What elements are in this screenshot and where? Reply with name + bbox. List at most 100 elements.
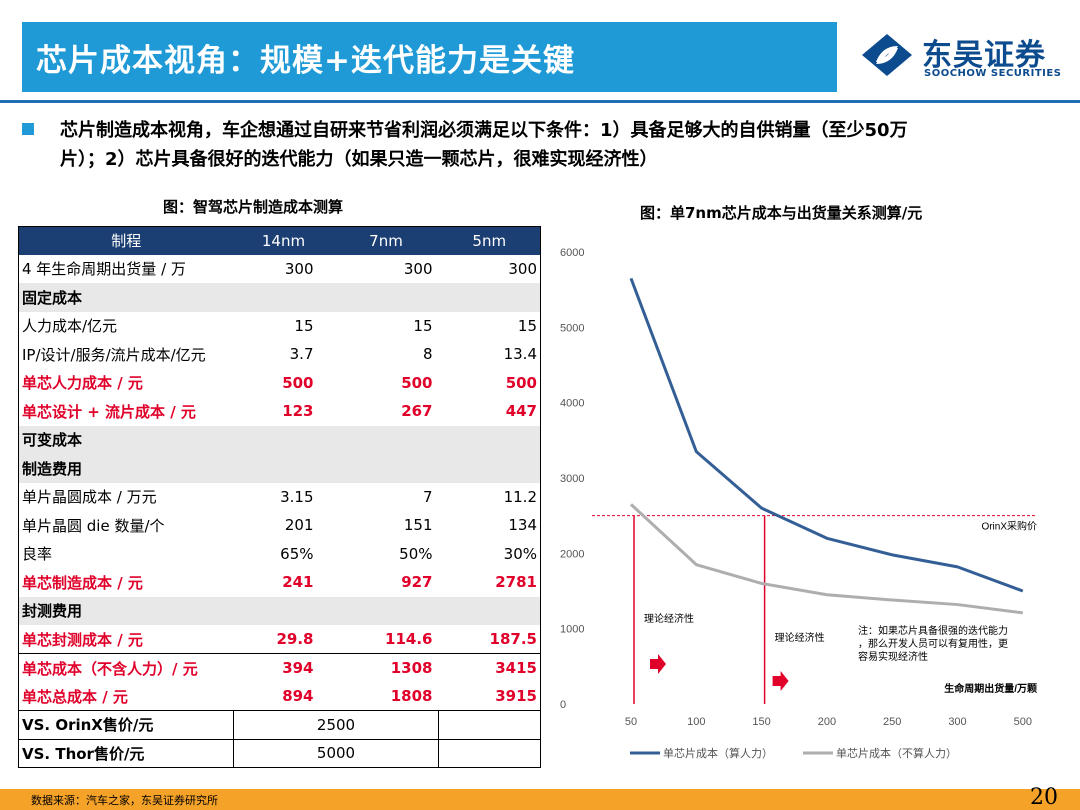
table-cell [438, 425, 541, 454]
row-label: 单芯成本（不含人力）/ 元 [18, 653, 234, 682]
y-tick-label: 4000 [560, 398, 584, 410]
logo-english-text: SOOCHOW SECURITIES [924, 68, 1062, 79]
table-cell: 1308 [333, 653, 439, 682]
row-label: 良率 [22, 545, 53, 564]
cost-vs-volume-chart: 0 1000 2000 3000 4000 5000 6000 50 100 150 200 250 3… [560, 247, 1037, 760]
table-row: 封测费用 [18, 596, 541, 625]
header-divider [0, 100, 1080, 103]
economic-threshold-label: 理论经济性 [644, 612, 694, 625]
row-label: 固定成本 [18, 283, 234, 312]
row-label: 人力成本/亿元 [22, 317, 118, 336]
table-row: 固定成本 [18, 283, 541, 312]
table-cell: 241 [282, 573, 314, 592]
table-cell [233, 596, 334, 625]
table-cell: 7 [422, 487, 433, 506]
x-axis-label: 生命周期出货量/万颗 [944, 682, 1037, 695]
table-cell: 300 [284, 259, 314, 278]
row-label: 单芯人力成本 / 元 [22, 374, 143, 393]
logo-chinese-text: 东吴证券 [922, 38, 1046, 73]
table-header-cell: 5nm [438, 226, 541, 255]
row-label: 单芯总成本 / 元 [22, 687, 128, 706]
table-cell [233, 454, 334, 483]
comparison-value: 5000 [233, 738, 439, 768]
row-label: IP/设计/服务/流片成本/亿元 [22, 345, 206, 364]
row-label: 单芯制造成本 / 元 [22, 573, 143, 592]
table-row: 单芯封测成本 / 元 29.8 114.6 187.5 [19, 625, 541, 654]
table-cell: 447 [505, 402, 537, 421]
table-cell: 15 [413, 316, 433, 335]
table-cell: 500 [282, 373, 314, 392]
table-cell: 500 [505, 373, 537, 392]
x-tick-label: 50 [625, 716, 637, 728]
table-row: 单芯设计 + 流片成本 / 元 123 267 447 [19, 397, 541, 426]
table-cell: 927 [401, 573, 433, 592]
cost-table: 制程 14nm 7nm 5nm 4 年生命周期出货量 / 万 300 300 300 固定成本… [18, 226, 541, 768]
table-header-row: 制程 14nm 7nm 5nm [18, 226, 541, 255]
table-cell [333, 454, 439, 483]
table-cell: 8 [422, 345, 433, 364]
table-cell: 300 [403, 259, 433, 278]
row-label: 可变成本 [18, 425, 234, 454]
comparison-label: VS. Thor售价/元 [18, 738, 234, 768]
legend-label: 单芯片成本（算人力） [663, 746, 773, 760]
row-label: 单芯设计 + 流片成本 / 元 [22, 402, 196, 421]
table-cell: 394 [233, 653, 334, 682]
x-tick-label: 500 [1014, 716, 1032, 728]
legend-label: 单芯片成本（不算人力） [836, 746, 957, 760]
table-cell: 13.4 [503, 345, 537, 364]
table-cell: 3.7 [289, 345, 314, 364]
table-header-cell: 7nm [333, 226, 439, 255]
table-row: 制造费用 [18, 454, 541, 483]
bullet-line-1: 芯片制造成本视角，车企想通过自研来节省利润必须满足以下条件：1）具备足够大的自供… [60, 120, 908, 141]
table-cell [438, 454, 541, 483]
table-cell: 2781 [495, 573, 537, 592]
table-row: 可变成本 [18, 425, 541, 454]
table-cell: 30% [503, 544, 537, 563]
x-tick-label: 250 [883, 716, 901, 728]
economic-threshold-label: 理论经济性 [775, 631, 825, 644]
table-header-cell: 14nm [233, 226, 334, 255]
table-row: 单片晶圆 die 数量/个 201 151 134 [19, 511, 541, 540]
soochow-logo-icon [862, 34, 912, 76]
row-label: 单芯封测成本 / 元 [22, 630, 143, 649]
table-row: 4 年生命周期出货量 / 万 300 300 300 [19, 255, 541, 284]
row-label: 封测费用 [18, 596, 234, 625]
table-cell [333, 425, 439, 454]
table-cell: 894 [282, 687, 314, 705]
table-header-cell: 制程 [18, 226, 234, 255]
row-label: 制造费用 [18, 454, 234, 483]
table-cell: 1808 [390, 687, 433, 705]
table-body: 4 年生命周期出货量 / 万 300 300 300 固定成本 人力成本/亿元 15 15 15… [18, 255, 541, 768]
y-tick-label: 1000 [560, 624, 584, 636]
table-row: 单芯总成本 / 元 894 1808 3915 [19, 682, 541, 711]
bullet-square-icon [22, 123, 34, 135]
table-cell: 11.2 [503, 487, 537, 506]
series-line-without-labor [629, 503, 1023, 615]
y-tick-label: 6000 [560, 247, 584, 259]
page-number: 20 [1030, 785, 1058, 810]
table-cell: 3915 [495, 687, 537, 705]
table-cell [233, 425, 334, 454]
table-row: 人力成本/亿元 15 15 15 [19, 312, 541, 341]
x-tick-label: 150 [752, 716, 770, 728]
y-tick-label: 3000 [560, 473, 584, 485]
table-cell: 134 [508, 516, 537, 535]
table-cell [438, 596, 541, 625]
y-tick-label: 0 [560, 699, 566, 711]
table-cell: 300 [508, 259, 537, 278]
bullet-line-2: 片）；2）芯片具备很好的迭代能力（如果只造一颗芯片，很难实现经济性） [60, 149, 658, 170]
table-cell: 15 [294, 316, 314, 335]
row-label: 单片晶圆 die 数量/个 [22, 516, 165, 535]
y-tick-label: 2000 [560, 548, 584, 560]
title-bar: 芯片成本视角：规模+迭代能力是关键 [22, 22, 837, 92]
table-row: 单片晶圆成本 / 万元 3.15 7 11.2 [19, 483, 541, 512]
brand-logo: 东吴证券 SOOCHOW SECURITIES [860, 30, 1062, 80]
table-cell: 3.15 [280, 487, 314, 506]
table-cell: 114.6 [385, 630, 433, 648]
chart-note-line: 注：如果芯片具备很强的迭代能力 [858, 624, 1008, 637]
table-cell: 151 [403, 516, 433, 535]
table-cell: 15 [517, 316, 537, 335]
table-row: 单芯人力成本 / 元 500 500 500 [19, 369, 541, 398]
right-arrow-icon [650, 654, 666, 674]
row-label: 4 年生命周期出货量 / 万 [22, 260, 186, 279]
